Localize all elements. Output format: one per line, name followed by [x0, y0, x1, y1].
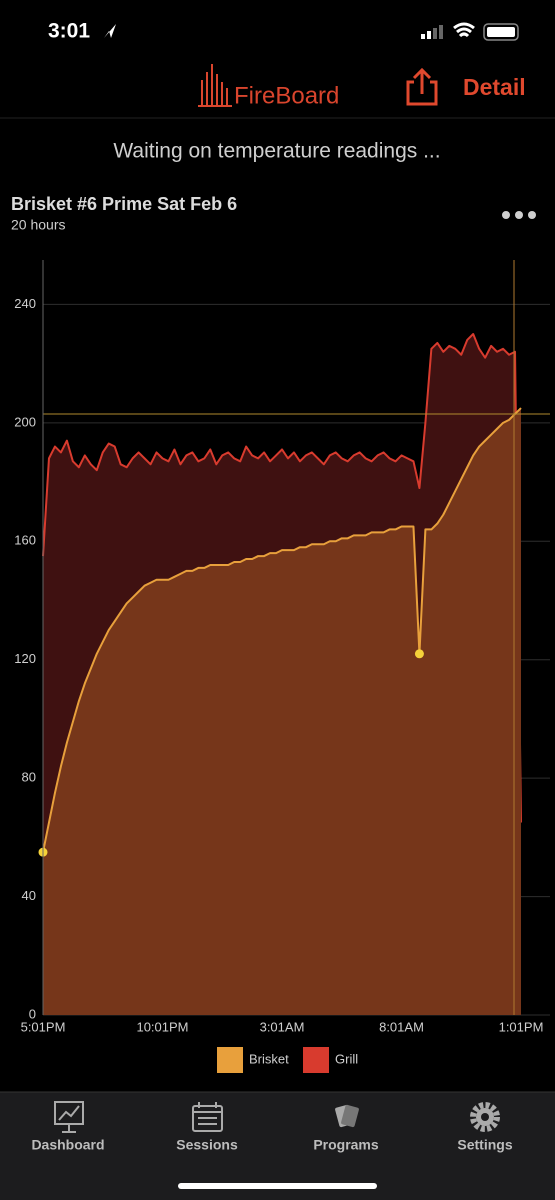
x-tick-label: 5:01PM: [21, 1019, 66, 1034]
x-tick-label: 1:01PM: [499, 1019, 544, 1034]
x-tick-label: 8:01AM: [379, 1019, 424, 1034]
tab-label[interactable]: Sessions: [176, 1137, 238, 1153]
y-tick-label: 160: [14, 533, 36, 548]
more-button[interactable]: [502, 211, 536, 219]
wifi-icon: [453, 22, 475, 38]
brand-name: FireBoard: [234, 82, 339, 109]
settings-icon[interactable]: [470, 1102, 500, 1132]
y-tick-label: 80: [22, 770, 36, 785]
detail-button[interactable]: Detail: [463, 74, 526, 100]
session-title: Brisket #6 Prime Sat Feb 6: [11, 194, 237, 214]
tab-label[interactable]: Dashboard: [31, 1137, 104, 1153]
brand-logo: [198, 64, 232, 107]
programs-icon[interactable]: [335, 1104, 360, 1128]
x-tick-label: 3:01AM: [260, 1019, 305, 1034]
series-area: [43, 408, 521, 1016]
series-line: [42, 333, 522, 823]
dashboard-icon[interactable]: [54, 1101, 84, 1133]
tab-bar: [0, 1092, 555, 1200]
sessions-icon[interactable]: [192, 1102, 223, 1132]
legend-label: Brisket: [249, 1051, 289, 1066]
tab-label[interactable]: Settings: [457, 1137, 512, 1153]
home-indicator: [178, 1183, 377, 1189]
session-duration: 20 hours: [11, 217, 65, 233]
battery-level: [487, 27, 515, 37]
chart: 0 40 80 120 160 200 240 5:01PM 10:01PM 3:01AM 8:01…: [14, 260, 550, 1073]
legend-label: Grill: [335, 1051, 358, 1066]
battery-icon: [483, 23, 519, 41]
tab-label[interactable]: Programs: [313, 1137, 379, 1153]
location-icon: [104, 24, 116, 38]
series-line: [42, 407, 522, 853]
clock: 3:01: [48, 20, 90, 43]
point-marker: [414, 649, 424, 659]
x-tick-label: 10:01PM: [136, 1019, 188, 1034]
y-tick-label: 0: [29, 1006, 36, 1021]
y-tick-label: 240: [14, 296, 36, 311]
legend-swatch: [303, 1047, 329, 1073]
y-tick-label: 40: [22, 888, 36, 903]
share-button[interactable]: [406, 67, 438, 106]
legend-swatch: [217, 1047, 243, 1073]
y-tick-label: 120: [14, 651, 36, 666]
status-message: Waiting on temperature readings ...: [113, 140, 440, 163]
signal-icon: [421, 25, 443, 39]
y-tick-label: 200: [14, 414, 36, 429]
